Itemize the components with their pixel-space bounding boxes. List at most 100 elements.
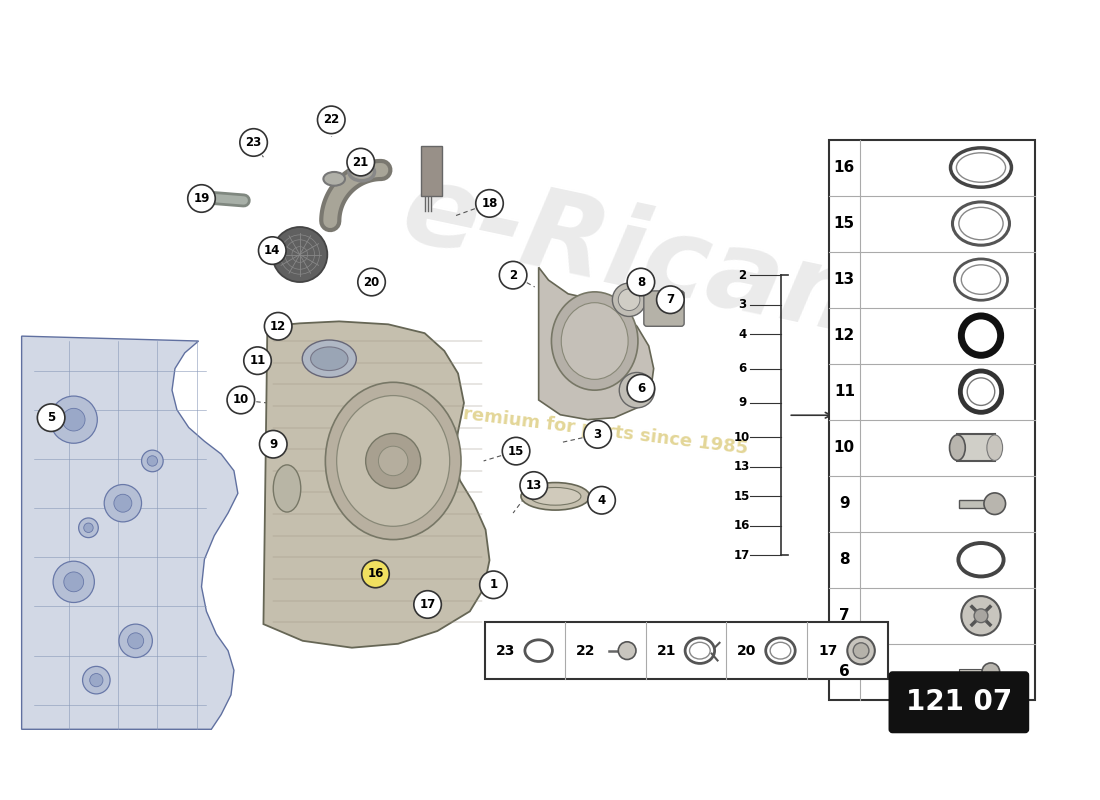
Text: 8: 8 xyxy=(637,275,645,289)
Circle shape xyxy=(64,572,84,592)
Text: 3: 3 xyxy=(738,298,746,311)
Text: 21: 21 xyxy=(657,644,676,658)
Text: 3: 3 xyxy=(594,428,602,441)
Ellipse shape xyxy=(521,482,590,510)
Text: 13: 13 xyxy=(526,479,542,492)
Text: 4: 4 xyxy=(597,494,606,506)
Ellipse shape xyxy=(337,395,450,526)
Text: 2: 2 xyxy=(738,269,746,282)
Circle shape xyxy=(147,456,157,466)
Ellipse shape xyxy=(323,172,345,186)
Circle shape xyxy=(244,347,272,374)
Text: 13: 13 xyxy=(834,272,855,287)
Circle shape xyxy=(78,518,98,538)
Text: a premium for parts since 1985: a premium for parts since 1985 xyxy=(431,401,749,458)
Circle shape xyxy=(82,666,110,694)
Text: e-Ricambi: e-Ricambi xyxy=(394,155,1022,389)
Text: 5: 5 xyxy=(47,411,55,424)
Text: 11: 11 xyxy=(834,384,855,399)
Circle shape xyxy=(414,590,441,618)
Circle shape xyxy=(613,283,646,317)
Circle shape xyxy=(587,486,615,514)
Circle shape xyxy=(365,434,420,489)
Ellipse shape xyxy=(530,487,581,505)
Circle shape xyxy=(90,674,103,686)
Text: 19: 19 xyxy=(194,192,210,205)
Circle shape xyxy=(362,560,389,588)
Circle shape xyxy=(53,562,95,602)
Circle shape xyxy=(346,148,374,176)
Circle shape xyxy=(982,663,1000,681)
Text: 9: 9 xyxy=(839,496,849,511)
Text: 9: 9 xyxy=(270,438,277,450)
Circle shape xyxy=(499,262,527,289)
Text: 22: 22 xyxy=(323,114,340,126)
Text: 1: 1 xyxy=(840,408,850,422)
Bar xyxy=(959,669,985,674)
Text: 20: 20 xyxy=(363,275,379,289)
Circle shape xyxy=(847,637,874,665)
Text: 15: 15 xyxy=(734,490,750,503)
Text: 121 07: 121 07 xyxy=(905,688,1012,716)
Circle shape xyxy=(260,430,287,458)
Circle shape xyxy=(627,380,647,400)
Circle shape xyxy=(114,494,132,512)
Text: 23: 23 xyxy=(245,136,262,149)
Circle shape xyxy=(63,408,85,431)
Circle shape xyxy=(104,485,142,522)
Text: 10: 10 xyxy=(233,394,249,406)
Text: 2: 2 xyxy=(509,269,517,282)
Circle shape xyxy=(503,438,530,465)
Text: 6: 6 xyxy=(637,382,645,394)
Text: 20: 20 xyxy=(737,644,757,658)
FancyBboxPatch shape xyxy=(644,291,684,326)
Text: 16: 16 xyxy=(367,567,384,581)
Circle shape xyxy=(264,313,292,340)
Text: 6: 6 xyxy=(839,664,849,679)
Circle shape xyxy=(983,493,1005,514)
Ellipse shape xyxy=(561,302,628,379)
Circle shape xyxy=(975,609,988,622)
Text: 17: 17 xyxy=(734,549,750,562)
Text: 21: 21 xyxy=(353,156,369,169)
Text: 6: 6 xyxy=(738,362,746,375)
Circle shape xyxy=(480,571,507,598)
Text: 17: 17 xyxy=(818,644,837,658)
Ellipse shape xyxy=(310,347,348,370)
Circle shape xyxy=(142,450,163,472)
Text: 16: 16 xyxy=(734,519,750,532)
Bar xyxy=(485,622,888,679)
FancyBboxPatch shape xyxy=(890,672,1028,732)
Bar xyxy=(957,434,994,462)
Circle shape xyxy=(657,286,684,314)
Text: 12: 12 xyxy=(834,328,855,343)
Text: 9: 9 xyxy=(738,397,746,410)
Ellipse shape xyxy=(949,435,966,461)
Circle shape xyxy=(618,642,636,659)
Text: 18: 18 xyxy=(482,197,497,210)
Circle shape xyxy=(273,227,328,282)
Circle shape xyxy=(584,421,612,448)
Circle shape xyxy=(128,633,144,649)
Circle shape xyxy=(51,396,97,443)
Circle shape xyxy=(627,268,654,296)
Circle shape xyxy=(84,523,94,533)
Text: 12: 12 xyxy=(270,320,286,333)
Circle shape xyxy=(318,106,345,134)
Ellipse shape xyxy=(273,465,300,512)
Text: 22: 22 xyxy=(576,644,595,658)
Ellipse shape xyxy=(551,292,638,390)
Bar xyxy=(420,146,442,195)
Circle shape xyxy=(619,373,654,408)
Circle shape xyxy=(358,268,385,296)
Circle shape xyxy=(854,642,869,658)
Text: 23: 23 xyxy=(495,644,515,658)
Circle shape xyxy=(119,624,153,658)
Circle shape xyxy=(627,374,654,402)
Polygon shape xyxy=(22,336,238,730)
Circle shape xyxy=(240,129,267,156)
Polygon shape xyxy=(894,675,914,697)
Text: 15: 15 xyxy=(834,216,855,231)
Polygon shape xyxy=(539,267,653,420)
Text: 7: 7 xyxy=(839,608,849,623)
